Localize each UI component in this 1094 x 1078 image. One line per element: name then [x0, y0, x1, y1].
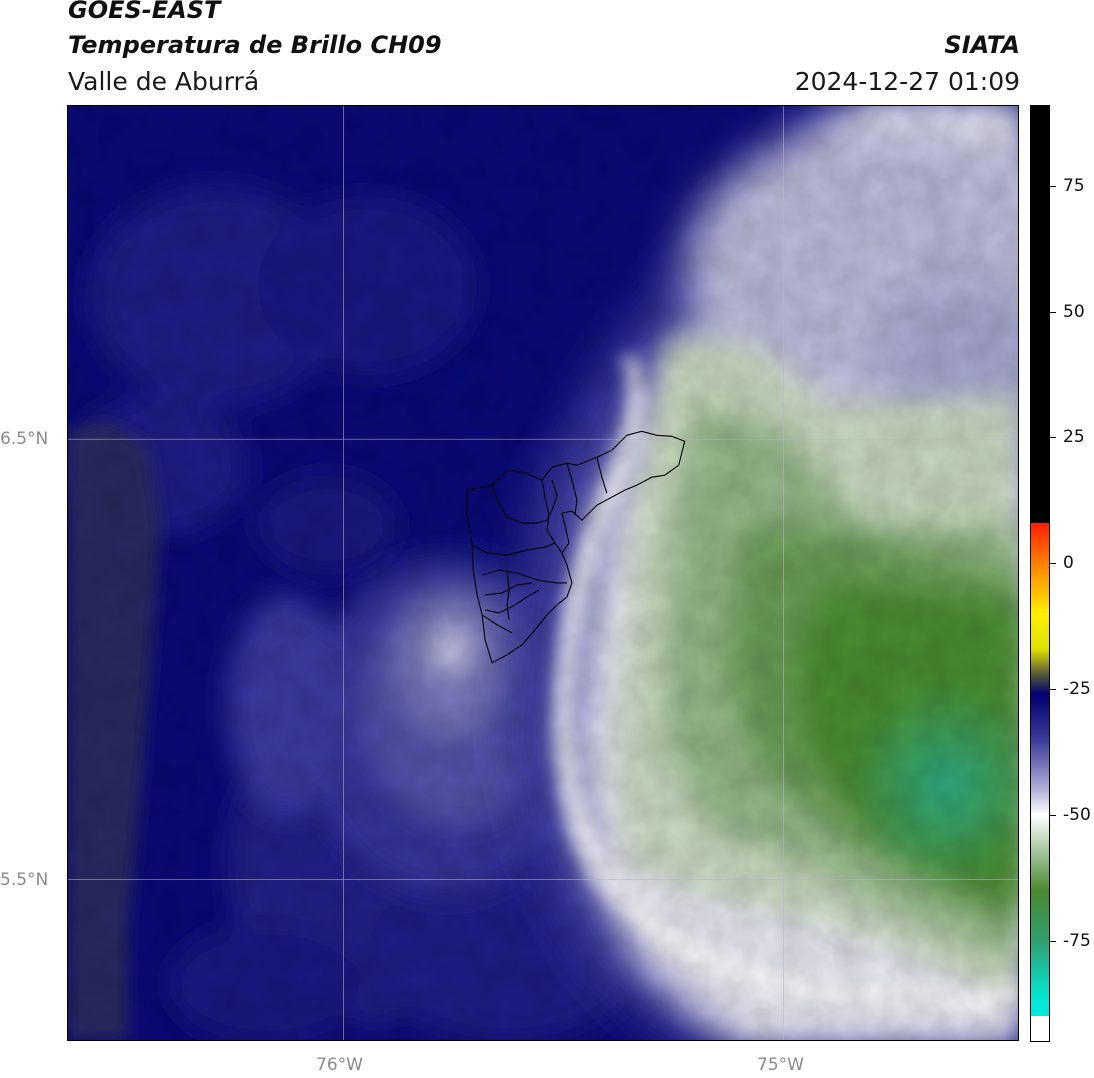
colorbar [1030, 105, 1050, 1042]
colorbar-gradient [1031, 106, 1049, 1041]
colorbar-tick [1050, 563, 1056, 565]
colorbar-tick-label: 50 [1063, 301, 1085, 322]
lat-label-5-5: 5.5°N [0, 870, 49, 890]
colorbar-tick [1050, 815, 1056, 817]
municipal-boundaries [466, 430, 686, 664]
lon-label-75w: 75°W [757, 1055, 804, 1075]
colorbar-tick [1050, 941, 1056, 943]
colorbar-tick-label: 0 [1063, 553, 1074, 574]
colorbar-tick [1050, 311, 1056, 313]
colorbar-tick-label: -75 [1063, 931, 1091, 952]
colorbar-tick-label: -50 [1063, 805, 1091, 826]
satellite-map[interactable] [67, 105, 1019, 1041]
colorbar-tick-label: 75 [1063, 175, 1085, 196]
brand-label: SIATA [944, 31, 1020, 59]
brightness-temperature-field [68, 106, 1018, 1040]
colorbar-tick [1050, 689, 1056, 691]
lat-label-6-5: 6.5°N [0, 429, 49, 449]
colorbar-tick [1050, 185, 1056, 187]
region-subtitle: Valle de Aburrá [68, 67, 260, 96]
timestamp: 2024-12-27 01:09 [794, 67, 1020, 96]
lon-label-76w: 76°W [316, 1055, 363, 1075]
satellite-title: GOES-EAST [68, 0, 221, 24]
colorbar-tick-label: 25 [1063, 427, 1085, 448]
product-title: Temperatura de Brillo CH09 [68, 31, 442, 59]
graticule [68, 106, 1018, 1040]
colorbar-tick [1050, 437, 1056, 439]
colorbar-tick-label: -25 [1063, 679, 1091, 700]
